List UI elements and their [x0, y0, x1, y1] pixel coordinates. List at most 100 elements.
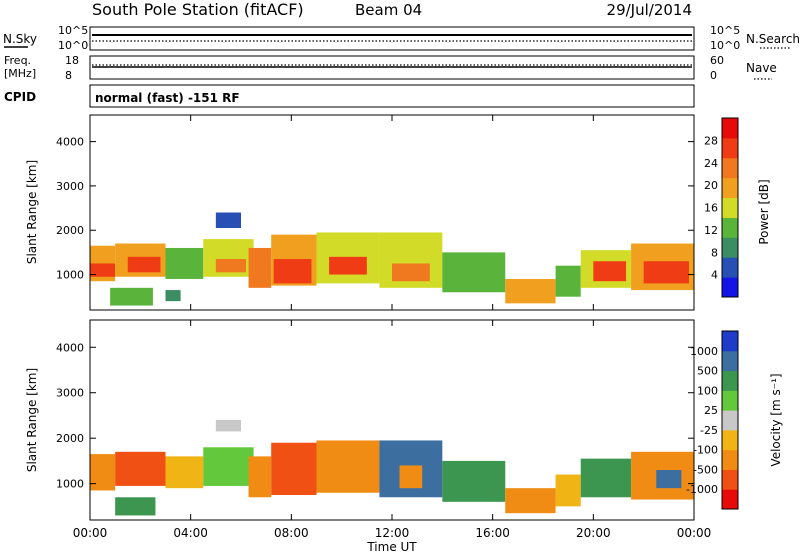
- power-panel: 1000 2000 3000 4000 Slant Range [km]: [25, 114, 695, 311]
- velocity-cell-0: [90, 454, 116, 491]
- velocity-colorbar-swatch-1: [722, 469, 738, 490]
- power-cell-7: [110, 287, 153, 306]
- velocity-cell-11: [442, 460, 506, 502]
- velocity-cell-3: [165, 456, 204, 489]
- power-ytick-label-1: 2000: [56, 224, 84, 237]
- velocity-colorbar-swatch-4: [722, 410, 738, 431]
- power-cell-16: [392, 263, 430, 282]
- velocity-cell-5: [215, 420, 241, 432]
- nsearch-tick-bottom: 10^0: [710, 39, 740, 52]
- beam-label: Beam 04: [355, 1, 422, 19]
- power-colorbar-tick-3: 16: [704, 202, 718, 215]
- nsearch-tick-top: 10^5: [710, 24, 740, 37]
- freq-panel-frame: [89, 55, 695, 80]
- power-cell-10: [248, 247, 272, 288]
- velocity-axes: 1000 2000 3000 4000 00:00 04:00 08:00 12:00 16:0…: [56, 319, 712, 540]
- freq-label: Freq.: [4, 54, 31, 67]
- nave-label: Nave: [746, 61, 777, 75]
- power-ytick-label-2: 3000: [56, 180, 84, 193]
- nsky-tick-top: 10^5: [58, 24, 88, 37]
- velocity-cell-16: [656, 470, 682, 489]
- velocity-colorbar-swatch-8: [722, 331, 738, 352]
- velocity-colorbar-tick-0: 1000: [690, 345, 718, 358]
- power-colorbar-tick-6: 28: [704, 134, 718, 147]
- velocity-xtick-label-2: 08:00: [274, 526, 309, 540]
- velocity-ytick-label-3: 4000: [56, 341, 84, 354]
- velocity-xtick-label-5: 20:00: [576, 526, 611, 540]
- cpid-panel-frame: [89, 84, 695, 108]
- power-cell-4: [165, 247, 204, 279]
- power-cell-23: [643, 261, 689, 284]
- velocity-cell-8: [316, 440, 380, 493]
- power-cell-1: [90, 263, 116, 277]
- velocity-ytick-label-1: 2000: [56, 432, 84, 445]
- power-heatmap-cells: [90, 212, 694, 306]
- power-ylabel: Slant Range [km]: [25, 160, 39, 264]
- velocity-colorbar-swatches: 1000 500 100 25 -25 -100 -500 -1000: [686, 330, 739, 510]
- velocity-ytick-label-0: 1000: [56, 478, 84, 491]
- power-cell-3: [127, 256, 161, 273]
- velocity-colorbar-tick-6: -500: [693, 463, 718, 476]
- power-colorbar-swatches: 4 8 12 16 20 24 28: [704, 117, 739, 298]
- power-colorbar-swatch-7: [722, 137, 738, 159]
- velocity-cell-13: [555, 474, 581, 507]
- velocity-colorbar-tick-5: -100: [693, 444, 718, 457]
- power-colorbar-frame: [721, 117, 739, 298]
- station-title: South Pole Station (fitACF): [92, 0, 304, 19]
- power-colorbar-label: Power [dB]: [757, 179, 771, 244]
- power-colorbar-swatch-6: [722, 157, 738, 179]
- power-colorbar-swatch-5: [722, 177, 738, 199]
- nsky-panel-frame: [89, 26, 695, 51]
- power-colorbar-tick-4: 20: [704, 179, 718, 192]
- power-colorbar-swatch-1: [722, 257, 738, 278]
- power-ytick-label-0: 1000: [56, 269, 84, 282]
- freq-unit-label: [MHz]: [4, 67, 36, 80]
- velocity-colorbar-tick-4: -25: [700, 424, 718, 437]
- velocity-cell-2: [115, 497, 156, 516]
- cpid-mode-text: normal (fast) -151 RF: [95, 91, 240, 105]
- freq-tick-top: 18: [65, 54, 79, 67]
- power-colorbar-swatch-3: [722, 217, 738, 238]
- power-axes: 1000 2000 3000 4000: [56, 114, 695, 311]
- nave-tick-top: 60: [710, 54, 724, 67]
- cpid-label: CPID: [4, 90, 36, 104]
- velocity-cell-12: [505, 488, 556, 514]
- power-colorbar-swatch-8: [722, 118, 738, 139]
- velocity-cell-1: [115, 451, 166, 486]
- nsky-tick-bottom: 10^0: [58, 39, 88, 52]
- nsearch-label: N.Search: [746, 32, 800, 46]
- velocity-xtick-label-0: 00:00: [73, 526, 108, 540]
- velocity-colorbar-label: Velocity [m s⁻¹]: [769, 373, 783, 466]
- velocity-xtick-label-1: 04:00: [173, 526, 208, 540]
- velocity-colorbar-tick-3: 25: [704, 404, 718, 417]
- velocity-colorbar-swatch-3: [722, 429, 738, 451]
- velocity-colorbar-tick-2: 100: [697, 384, 718, 397]
- velocity-xtick-label-6: 00:00: [677, 526, 712, 540]
- power-cell-21: [593, 261, 627, 282]
- velocity-cell-6: [248, 456, 272, 498]
- power-colorbar-swatch-0: [722, 277, 738, 298]
- power-ytick-label-3: 4000: [56, 136, 84, 149]
- velocity-colorbar-swatch-6: [722, 370, 738, 391]
- power-cell-14: [329, 256, 367, 275]
- power-cell-17: [442, 252, 506, 293]
- velocity-colorbar-swatch-0: [722, 489, 738, 510]
- velocity-heatmap-cells: [90, 420, 694, 516]
- velocity-cell-4: [203, 447, 254, 486]
- nave-tick-bottom: 0: [710, 69, 717, 82]
- power-cell-18: [505, 278, 556, 304]
- power-cell-6: [215, 259, 247, 273]
- velocity-ytick-label-2: 3000: [56, 387, 84, 400]
- velocity-colorbar-swatch-7: [722, 350, 738, 372]
- power-colorbar-tick-2: 12: [704, 224, 718, 237]
- velocity-cell-14: [580, 458, 632, 498]
- power-cell-9: [215, 212, 241, 229]
- velocity-colorbar-frame: [721, 330, 739, 510]
- power-cell-8: [165, 290, 181, 302]
- power-cell-19: [555, 265, 581, 297]
- nsky-label: N.Sky: [3, 32, 37, 46]
- velocity-ylabel: Slant Range [km]: [25, 368, 39, 472]
- power-colorbar-tick-0: 4: [711, 269, 718, 282]
- date-label: 29/Jul/2014: [607, 1, 692, 19]
